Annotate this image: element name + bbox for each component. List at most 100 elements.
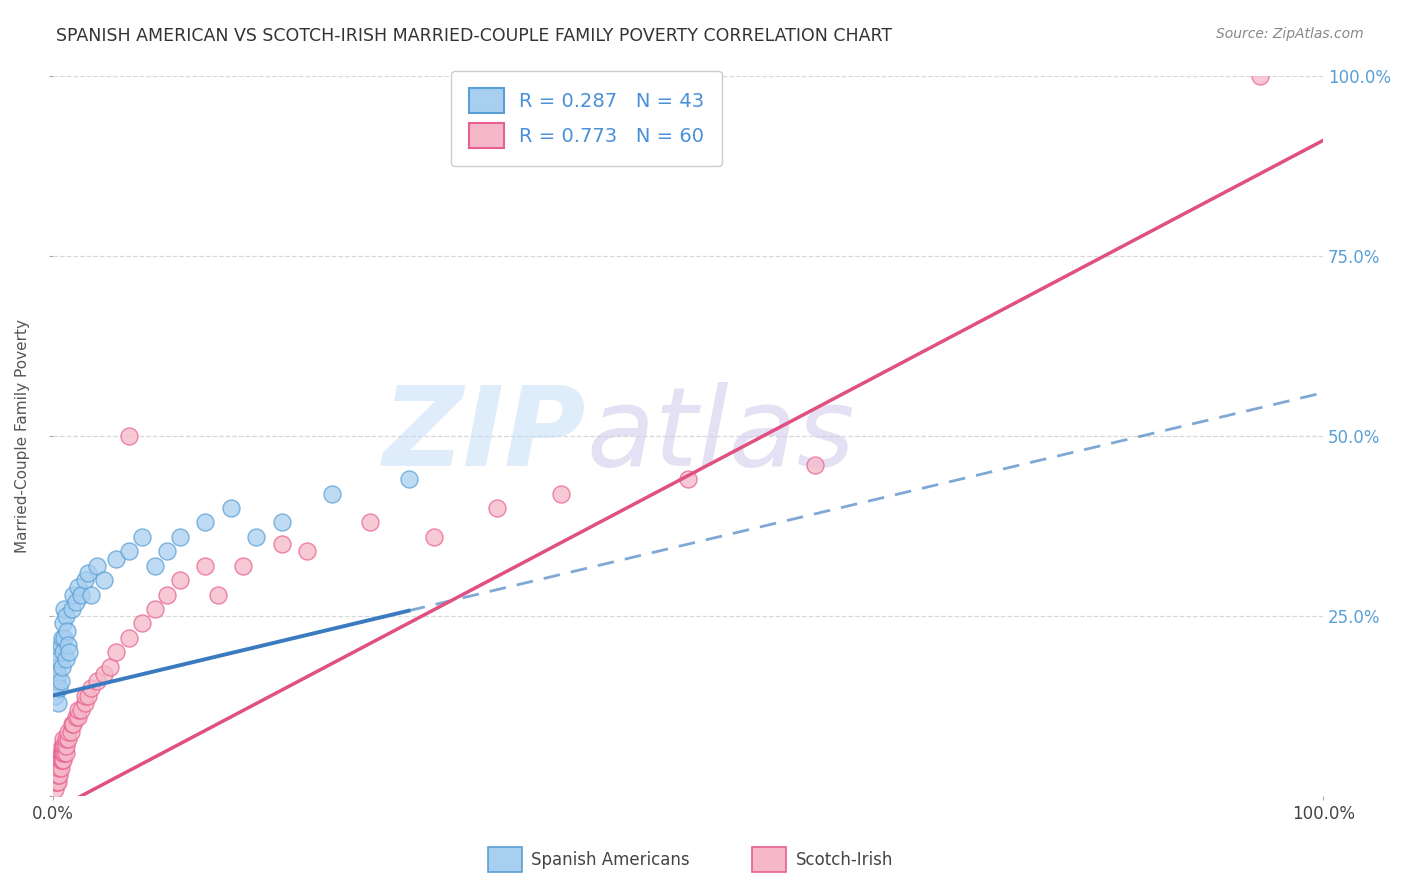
Point	[486, 501, 509, 516]
Point	[51, 753, 73, 767]
Point	[46, 666, 69, 681]
Point	[105, 645, 128, 659]
Y-axis label: Married-Couple Family Poverty: Married-Couple Family Poverty	[15, 319, 30, 553]
FancyBboxPatch shape	[488, 847, 522, 872]
Point	[51, 746, 73, 760]
Point	[65, 710, 87, 724]
Point	[49, 674, 72, 689]
Point	[207, 588, 229, 602]
Point	[169, 573, 191, 587]
Point	[423, 530, 446, 544]
Point	[45, 645, 67, 659]
Point	[52, 739, 75, 753]
Point	[219, 501, 242, 516]
Text: atlas: atlas	[586, 383, 855, 490]
Point	[118, 631, 141, 645]
Text: Source: ZipAtlas.com: Source: ZipAtlas.com	[1216, 27, 1364, 41]
FancyBboxPatch shape	[752, 847, 786, 872]
Point	[56, 638, 79, 652]
Point	[48, 768, 70, 782]
Point	[46, 775, 69, 789]
Point	[321, 486, 343, 500]
Point	[49, 753, 72, 767]
Point	[65, 595, 87, 609]
Point	[1249, 69, 1271, 83]
Point	[58, 645, 80, 659]
Point	[359, 516, 381, 530]
Point	[51, 631, 73, 645]
Point	[45, 659, 67, 673]
Point	[46, 696, 69, 710]
Point	[55, 739, 77, 753]
Point	[105, 551, 128, 566]
Point	[70, 588, 93, 602]
Point	[56, 724, 79, 739]
Point	[49, 746, 72, 760]
Point	[62, 717, 84, 731]
Point	[56, 731, 79, 746]
Point	[52, 616, 75, 631]
Point	[46, 761, 69, 775]
Point	[80, 681, 103, 696]
Point	[53, 746, 76, 760]
Point	[73, 689, 96, 703]
Point	[93, 666, 115, 681]
Point	[44, 782, 66, 797]
Point	[118, 429, 141, 443]
Point	[67, 703, 90, 717]
Point	[804, 458, 827, 472]
Point	[62, 588, 84, 602]
Point	[143, 602, 166, 616]
Point	[44, 775, 66, 789]
Point	[169, 530, 191, 544]
Text: SPANISH AMERICAN VS SCOTCH-IRISH MARRIED-COUPLE FAMILY POVERTY CORRELATION CHART: SPANISH AMERICAN VS SCOTCH-IRISH MARRIED…	[56, 27, 893, 45]
Point	[93, 573, 115, 587]
Point	[270, 516, 292, 530]
Point	[60, 717, 83, 731]
Point	[53, 602, 76, 616]
Point	[73, 696, 96, 710]
Point	[550, 486, 572, 500]
Point	[51, 659, 73, 673]
Point	[156, 544, 179, 558]
Point	[45, 775, 67, 789]
Point	[45, 768, 67, 782]
Point	[53, 631, 76, 645]
Point	[51, 739, 73, 753]
Point	[55, 746, 77, 760]
Text: ZIP: ZIP	[382, 383, 586, 490]
Point	[118, 544, 141, 558]
Point	[55, 609, 77, 624]
Point	[49, 761, 72, 775]
Point	[86, 558, 108, 573]
Point	[49, 638, 72, 652]
Point	[194, 516, 217, 530]
Point	[80, 588, 103, 602]
Point	[270, 537, 292, 551]
Point	[52, 753, 75, 767]
Point	[59, 724, 82, 739]
Point	[67, 710, 90, 724]
Point	[52, 731, 75, 746]
Text: Scotch-Irish: Scotch-Irish	[796, 851, 893, 869]
Legend: R = 0.287   N = 43, R = 0.773   N = 60: R = 0.287 N = 43, R = 0.773 N = 60	[451, 70, 721, 166]
Text: Spanish Americans: Spanish Americans	[531, 851, 690, 869]
Point	[131, 616, 153, 631]
Point	[60, 602, 83, 616]
Point	[77, 689, 100, 703]
Point	[52, 645, 75, 659]
Point	[67, 580, 90, 594]
Point	[46, 768, 69, 782]
Point	[86, 674, 108, 689]
Point	[398, 472, 420, 486]
Point	[56, 624, 79, 638]
Point	[77, 566, 100, 580]
Point	[676, 472, 699, 486]
Point	[53, 739, 76, 753]
Point	[143, 558, 166, 573]
Point	[70, 703, 93, 717]
Point	[45, 674, 67, 689]
Point	[48, 652, 70, 666]
Point	[55, 652, 77, 666]
Point	[245, 530, 267, 544]
